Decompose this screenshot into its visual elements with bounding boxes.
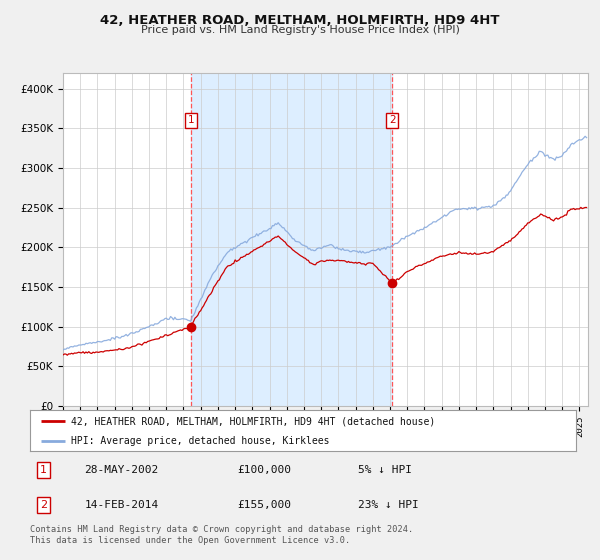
Text: 2: 2 [40, 500, 47, 510]
Text: 42, HEATHER ROAD, MELTHAM, HOLMFIRTH, HD9 4HT: 42, HEATHER ROAD, MELTHAM, HOLMFIRTH, HD… [100, 14, 500, 27]
Text: 5% ↓ HPI: 5% ↓ HPI [358, 465, 412, 475]
Text: 28-MAY-2002: 28-MAY-2002 [85, 465, 159, 475]
Text: Contains HM Land Registry data © Crown copyright and database right 2024.
This d: Contains HM Land Registry data © Crown c… [30, 525, 413, 545]
Text: HPI: Average price, detached house, Kirklees: HPI: Average price, detached house, Kirk… [71, 436, 329, 446]
Text: 23% ↓ HPI: 23% ↓ HPI [358, 500, 418, 510]
Bar [191, 73, 392, 406]
Text: 14-FEB-2014: 14-FEB-2014 [85, 500, 159, 510]
Text: 1: 1 [187, 115, 194, 125]
Text: £155,000: £155,000 [238, 500, 292, 510]
Text: 42, HEATHER ROAD, MELTHAM, HOLMFIRTH, HD9 4HT (detached house): 42, HEATHER ROAD, MELTHAM, HOLMFIRTH, HD… [71, 417, 435, 426]
Text: £100,000: £100,000 [238, 465, 292, 475]
Text: 2: 2 [389, 115, 395, 125]
Text: 1: 1 [40, 465, 47, 475]
Text: Price paid vs. HM Land Registry's House Price Index (HPI): Price paid vs. HM Land Registry's House … [140, 25, 460, 35]
